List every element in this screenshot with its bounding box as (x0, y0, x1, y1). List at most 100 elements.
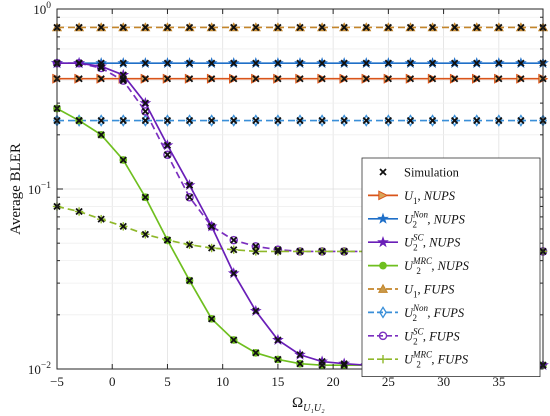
simulation-point (450, 75, 459, 83)
simulation-point (75, 116, 83, 125)
simulation-point (185, 116, 194, 125)
simulation-point (362, 23, 370, 32)
simulation-point (274, 23, 282, 32)
simulation-point (230, 116, 238, 125)
simulation-point (362, 59, 370, 67)
simulation-point (230, 59, 238, 67)
legend-item: U1, FUPS (368, 283, 455, 300)
simulation-point (252, 23, 260, 32)
simulation-point (207, 315, 216, 323)
simulation-point (340, 23, 348, 32)
legend-marker (379, 168, 387, 176)
simulation-point (75, 75, 83, 83)
simulation-point (517, 59, 525, 67)
simulation-point (428, 75, 437, 83)
y-tick-label: 100 (33, 1, 51, 17)
simulation-point (119, 76, 127, 85)
simulation-point (97, 23, 105, 32)
simulation-point (384, 59, 393, 67)
simulation-point (428, 116, 437, 125)
x-axis-label-sub: U₁U₂ (303, 403, 325, 414)
simulation-point (274, 355, 282, 364)
simulation-point (495, 23, 503, 32)
simulation-point (517, 75, 525, 83)
simulation-point (163, 23, 172, 32)
legend-label: UMRC 2, NUPS (404, 256, 470, 276)
legend-item: UNon 2, NUPS (368, 209, 466, 229)
simulation-point (75, 23, 83, 32)
simulation-point (119, 71, 127, 79)
simulation-point (450, 59, 459, 67)
simulation-point (230, 269, 238, 277)
x-tick-label: 30 (437, 374, 450, 389)
simulation-point (141, 230, 150, 238)
simulation-point (163, 151, 172, 159)
simulation-point (318, 59, 326, 67)
simulation-point (185, 193, 194, 201)
simulation-point (340, 247, 348, 256)
simulation-point (97, 215, 105, 223)
simulation-point (274, 59, 282, 67)
legend-marker (377, 236, 389, 248)
simulation-point (75, 207, 83, 216)
simulation-point (274, 75, 282, 83)
simulation-point (252, 307, 260, 315)
simulation-point (406, 23, 415, 32)
simulation-point (230, 246, 238, 254)
legend-label: U1, NUPS (404, 189, 456, 206)
simulation-point (252, 349, 260, 357)
data-point (229, 235, 238, 245)
data-point (185, 192, 194, 202)
simulation-point (406, 116, 415, 125)
simulation-point (163, 75, 172, 83)
legend-label: USC 2, NUPS (404, 233, 461, 253)
simulation-point (75, 59, 83, 67)
simulation-point (185, 181, 194, 189)
simulation-point (252, 59, 260, 67)
simulation-point (473, 23, 481, 32)
legend-marker (378, 331, 388, 341)
x-tick-label: 25 (382, 374, 395, 389)
y-tick-label: 10−1 (28, 181, 51, 197)
simulation-point (207, 23, 216, 32)
legend-label: UNon 2, FUPS (404, 303, 465, 323)
simulation-point (473, 59, 481, 67)
legend-marker (379, 261, 387, 270)
simulation-point (185, 59, 194, 67)
simulation-point (97, 131, 105, 139)
simulation-point (517, 116, 525, 125)
simulation-point (296, 351, 304, 359)
simulation-point (141, 193, 150, 201)
simulation-point (340, 116, 348, 125)
simulation-point (362, 75, 370, 83)
legend-label: UMRC 2, FUPS (404, 350, 469, 370)
simulation-point (274, 246, 282, 254)
simulation-point (318, 247, 326, 256)
legend-label: UNon 2, NUPS (404, 209, 466, 229)
simulation-point (141, 107, 150, 115)
x-tick-label: 15 (271, 374, 284, 389)
simulation-point (119, 156, 127, 164)
simulation-point (252, 247, 260, 256)
simulation-point (97, 62, 105, 71)
simulation-point (296, 75, 304, 83)
legend-item: Simulation (379, 166, 460, 180)
simulation-point (141, 116, 150, 125)
simulation-point (318, 23, 326, 32)
simulation-point (296, 360, 304, 368)
simulation-point (207, 75, 216, 83)
simulation-point (207, 222, 216, 231)
x-axis-label-main: Ω (292, 395, 303, 411)
simulation-point (185, 23, 194, 32)
simulation-point (119, 23, 127, 32)
simulation-point (340, 75, 348, 83)
legend-item: UMRC 2, NUPS (368, 256, 470, 276)
simulation-point (185, 75, 194, 83)
simulation-point (97, 116, 105, 125)
simulation-point (473, 75, 481, 83)
legend-item: UNon 2, FUPS (368, 303, 465, 323)
simulation-point (384, 116, 393, 125)
simulation-point (384, 23, 393, 32)
legend-label: U1, FUPS (404, 283, 455, 300)
